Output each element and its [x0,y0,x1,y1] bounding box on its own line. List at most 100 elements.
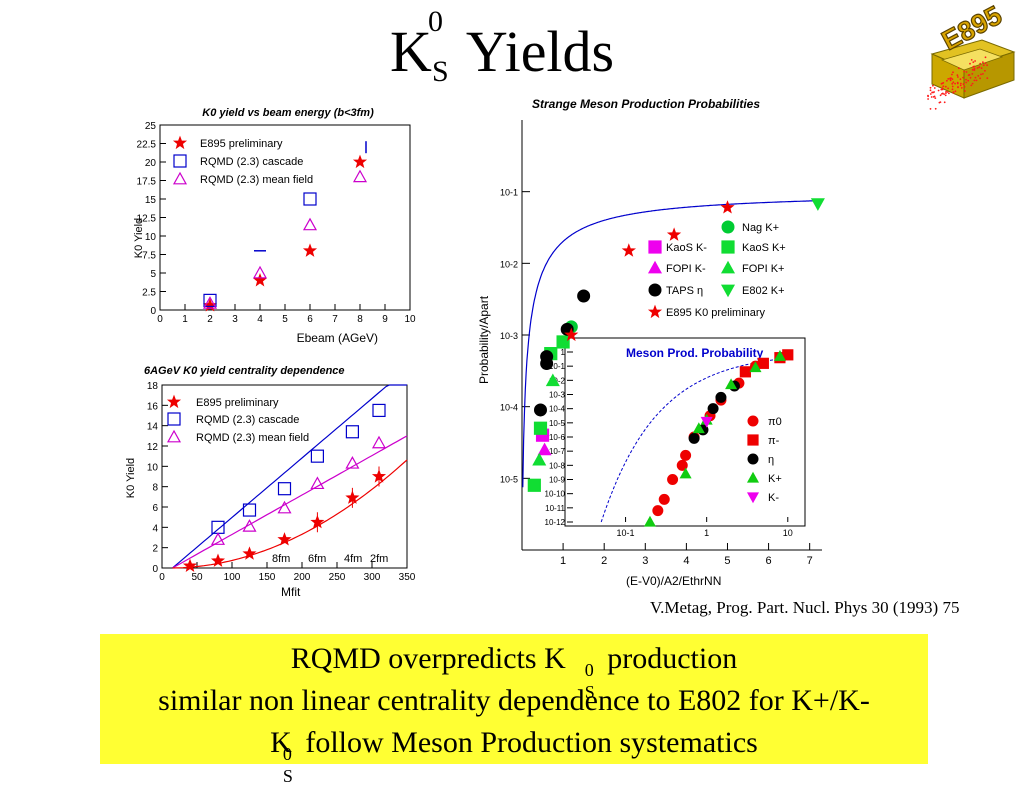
particle [939,101,942,103]
legend: Nag K+ KaoS K- KaoS K+ FOPI K- FOPI K+ T… [666,222,786,319]
y-tick-label: 10-5 [500,474,518,484]
data-point-star [621,243,636,257]
data-point-star [666,227,682,241]
particle [970,84,973,87]
legend-label: π0 [768,416,782,428]
x-tick-label: 50 [191,572,203,583]
fit-curve [172,435,408,569]
plot-frame [161,384,408,569]
data-point-circle [688,432,700,444]
y-tick-label: 10-1 [500,188,518,198]
particle [929,108,932,110]
x-tick-label: 300 [364,572,381,583]
data-point-triangle [252,265,268,279]
y-tick-label: 10-2 [549,376,566,385]
x-tick-label: 9 [382,314,388,325]
particle [960,87,963,89]
data-point-triangle [352,169,368,183]
legend-label: RQMD (2.3) mean field [200,174,313,186]
data-point-square [211,520,225,534]
y-tick-label: 12 [147,442,159,453]
legend-label: KaoS K- [666,242,707,254]
particle [965,71,968,73]
particle [929,93,932,95]
x-tick-label: 6 [307,314,313,325]
x-tick-label: 200 [294,572,311,583]
x-tick-label: 7 [332,314,338,325]
particle [951,88,954,91]
legend-label: Nag K+ [742,222,779,234]
y-tick-label: 10-12 [545,518,566,527]
data-point-star [302,243,318,257]
particle [962,83,965,86]
y-tick-label: 0 [150,306,156,317]
data-point-triangle-down [810,198,825,211]
legend-label: RQMD (2.3) cascade [196,414,299,426]
particle [933,95,936,98]
logo-particle-spray [927,56,989,110]
particle [958,67,960,70]
particle [951,85,954,88]
particle [947,78,950,80]
annotation: 8fm [272,553,290,565]
inset-title: Meson Prod. Probability [626,346,764,360]
y-tick-label: 12.5 [137,214,157,225]
data-point-triangle [302,217,318,231]
particle [978,66,981,68]
data-point-circle [721,220,735,234]
legend-label: E895 preliminary [200,138,283,150]
x-tick-label: 6 [766,555,772,567]
particle [930,96,933,98]
y-tick-label: 10 [145,232,157,243]
data-point-star [182,558,198,572]
particle [951,78,954,80]
data-point-square [310,449,324,463]
data-point-triangle [749,361,762,373]
data-point-square [782,349,794,361]
particle [979,62,982,65]
inset-chart: Meson Prod. Probability (E-V0)/A2/EthrNN… [545,337,806,588]
data-point-triangle [643,515,656,527]
data-point-circle [658,493,670,505]
particle [956,82,959,85]
data-point-square [648,240,662,254]
data-point-triangle [692,422,705,434]
y-axis-label: K0 Yield [125,458,137,498]
y-tick-label: 10-4 [500,403,518,413]
data-point-star [252,272,268,287]
data-point-star [352,154,368,169]
particle [949,77,952,80]
x-axis-label: Ebeam (AGeV) [297,331,378,345]
x-tick-label: 10 [404,314,416,325]
inset-frame [564,337,806,527]
particle [964,90,966,92]
particle [941,92,944,95]
particle [940,82,943,85]
particle [927,95,929,98]
data-point-star [345,490,360,504]
data-point-triangle [166,429,182,443]
y-tick-label: 10-6 [549,433,566,442]
particle [984,56,987,59]
data-point-triangle [371,435,387,449]
particle [965,78,967,81]
data-point-triangle-down [700,416,713,428]
y-tick-label: 18 [147,381,159,392]
data-point-square [739,366,751,378]
x-tick-label: 7 [807,555,813,567]
y-tick-label: 10-8 [549,461,566,470]
y-tick-label: 17.5 [137,177,157,188]
data-point-triangle [537,442,552,456]
particle [952,91,955,94]
particle [982,64,985,66]
particle [967,74,970,77]
x-tick-label: 10 [783,528,793,538]
particle [944,94,947,97]
particle [986,64,988,67]
y-tick-label: 25 [145,121,157,132]
y-tick-label: 4 [152,523,158,534]
x-tick-label: 3 [232,314,238,325]
data-point-triangle-down [746,492,760,504]
data-point-triangle [746,471,760,483]
y-tick-label: 10-5 [549,419,566,428]
